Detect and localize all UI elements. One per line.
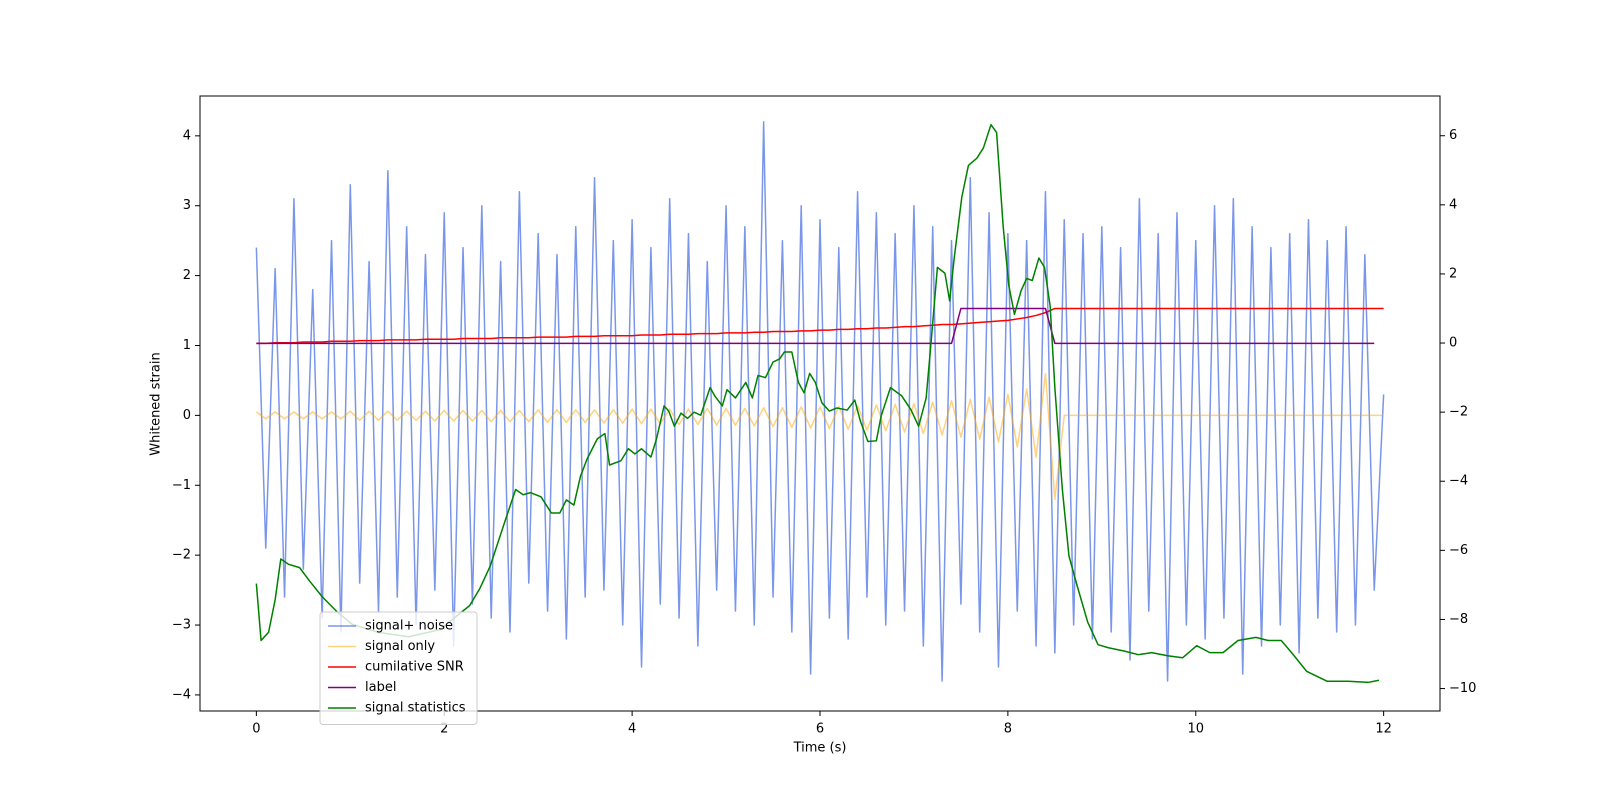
y-tick-label: −3 <box>172 618 191 633</box>
y-tick-label: −2 <box>172 548 191 563</box>
series-line <box>255 123 1380 684</box>
y-tick-label: 4 <box>183 128 191 143</box>
legend-label: signal statistics <box>365 701 466 716</box>
series-line <box>256 307 1375 345</box>
legend-label: signal only <box>365 639 435 654</box>
y2-tick-label: 2 <box>1449 266 1457 281</box>
y2-tick-label: −8 <box>1449 612 1468 627</box>
y2-tick-label: −4 <box>1449 474 1468 489</box>
y-tick-label: −1 <box>172 478 191 493</box>
y2-tick-label: 0 <box>1449 336 1457 351</box>
y2-tick-label: −2 <box>1449 405 1468 420</box>
y-tick-label: −4 <box>172 687 191 702</box>
y2-tick-label: −6 <box>1449 543 1468 558</box>
y-tick-label: 0 <box>183 408 191 423</box>
x-axis-label: Time (s) <box>793 741 847 756</box>
x-tick-label: 6 <box>816 722 824 737</box>
x-tick-label: 10 <box>1187 722 1204 737</box>
legend-label: cumilative SNR <box>365 660 464 675</box>
legend: signal+ noise signal only cumilative SNR la… <box>319 611 478 725</box>
x-tick-label: 8 <box>1004 722 1012 737</box>
series-line <box>256 307 1384 345</box>
series-line <box>255 121 1385 682</box>
series-line <box>255 372 1384 500</box>
legend-frame <box>319 611 478 725</box>
x-tick-label: 4 <box>628 722 636 737</box>
legend-label: signal+ noise <box>365 619 453 634</box>
y2-tick-label: −10 <box>1449 681 1476 696</box>
y2-tick-label: 6 <box>1449 128 1457 143</box>
legend-label: label <box>365 680 396 695</box>
x-tick-label: 0 <box>252 722 260 737</box>
y-tick-label: 2 <box>183 268 191 283</box>
y-tick-label: 3 <box>183 198 191 213</box>
x-tick-label: 2 <box>440 722 448 737</box>
x-tick-label: 12 <box>1375 722 1392 737</box>
y-tick-label: 1 <box>183 338 191 353</box>
y-axis-label: Whitened strain <box>149 352 164 455</box>
y2-tick-label: 4 <box>1449 197 1457 212</box>
